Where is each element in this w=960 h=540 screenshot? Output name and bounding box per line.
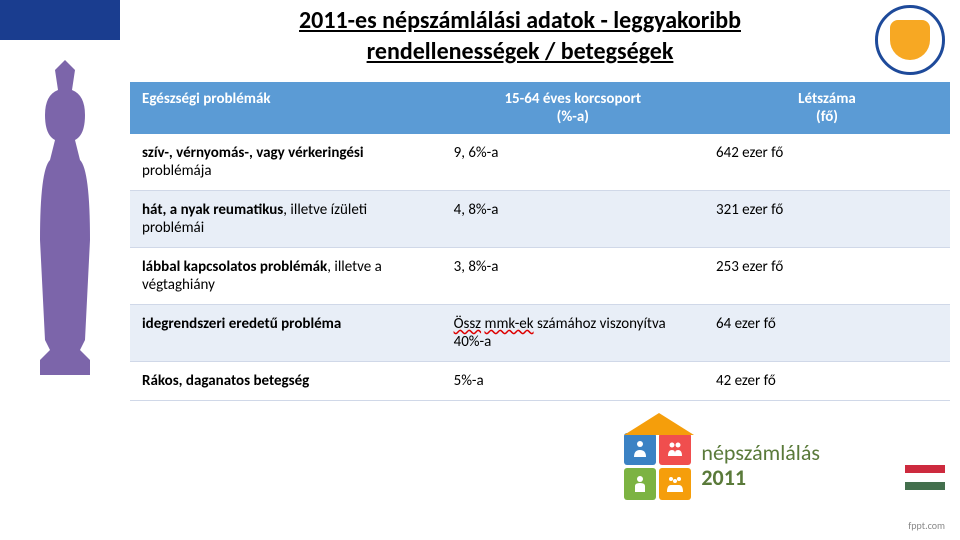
cell-count: 321 ezer fő bbox=[704, 191, 950, 248]
header-percent: 15-64 éves korcsoport (%-a) bbox=[442, 82, 704, 134]
census-text-block: népszámlálás 2011 bbox=[701, 442, 820, 491]
cell-problem: szív-, vérnyomás-, vagy vérkeringési pro… bbox=[130, 134, 442, 191]
title-line-1: 2011-es népszámlálási adatok - leggyakor… bbox=[200, 5, 840, 36]
institution-logo bbox=[875, 5, 945, 75]
title-line-2: rendellenességek / betegségek bbox=[200, 36, 840, 67]
table-header-row: Egészségi problémák 15-64 éves korcsopor… bbox=[130, 82, 950, 134]
template-credit: fppt.com bbox=[908, 519, 945, 532]
cell-percent: 4, 8%-a bbox=[442, 191, 704, 248]
census-word: népszámlálás bbox=[701, 442, 820, 464]
cell-percent: 9, 6%-a bbox=[442, 134, 704, 191]
cell-percent: 3, 8%-a bbox=[442, 248, 704, 305]
hungary-flag-icon bbox=[905, 465, 945, 490]
cell-count: 253 ezer fő bbox=[704, 248, 950, 305]
cell-count: 42 ezer fő bbox=[704, 362, 950, 401]
header-problem: Egészségi problémák bbox=[130, 82, 442, 134]
cell-problem: Rákos, daganatos betegség bbox=[130, 362, 442, 401]
census-square-2 bbox=[659, 433, 691, 465]
cell-percent: 5%-a bbox=[442, 362, 704, 401]
census-icon bbox=[624, 433, 691, 500]
cell-problem: hát, a nyak reumatikus, illetve ízületi … bbox=[130, 191, 442, 248]
census-logo: népszámlálás 2011 bbox=[624, 433, 820, 500]
figure-silhouette bbox=[20, 60, 110, 380]
table-row: idegrendszeri eredetű problémaÖssz mmk-e… bbox=[130, 305, 950, 362]
cell-percent: Össz mmk-ek számához viszonyítva 40%-a bbox=[442, 305, 704, 362]
health-data-table: Egészségi problémák 15-64 éves korcsopor… bbox=[130, 82, 950, 401]
cell-problem: lábbal kapcsolatos problémák, illetve a … bbox=[130, 248, 442, 305]
census-square-1 bbox=[624, 433, 656, 465]
data-table-container: Egészségi problémák 15-64 éves korcsopor… bbox=[130, 82, 950, 401]
slide-title: 2011-es népszámlálási adatok - leggyakor… bbox=[200, 5, 840, 67]
header-count: Létszáma (fő) bbox=[704, 82, 950, 134]
cell-problem: idegrendszeri eredetű probléma bbox=[130, 305, 442, 362]
cell-count: 642 ezer fő bbox=[704, 134, 950, 191]
table-row: lábbal kapcsolatos problémák, illetve a … bbox=[130, 248, 950, 305]
table-row: Rákos, daganatos betegség5%-a42 ezer fő bbox=[130, 362, 950, 401]
census-square-3 bbox=[624, 468, 656, 500]
table-row: szív-, vérnyomás-, vagy vérkeringési pro… bbox=[130, 134, 950, 191]
census-square-4 bbox=[659, 468, 691, 500]
census-year: 2011 bbox=[701, 464, 820, 491]
cell-count: 64 ezer fő bbox=[704, 305, 950, 362]
table-row: hát, a nyak reumatikus, illetve ízületi … bbox=[130, 191, 950, 248]
